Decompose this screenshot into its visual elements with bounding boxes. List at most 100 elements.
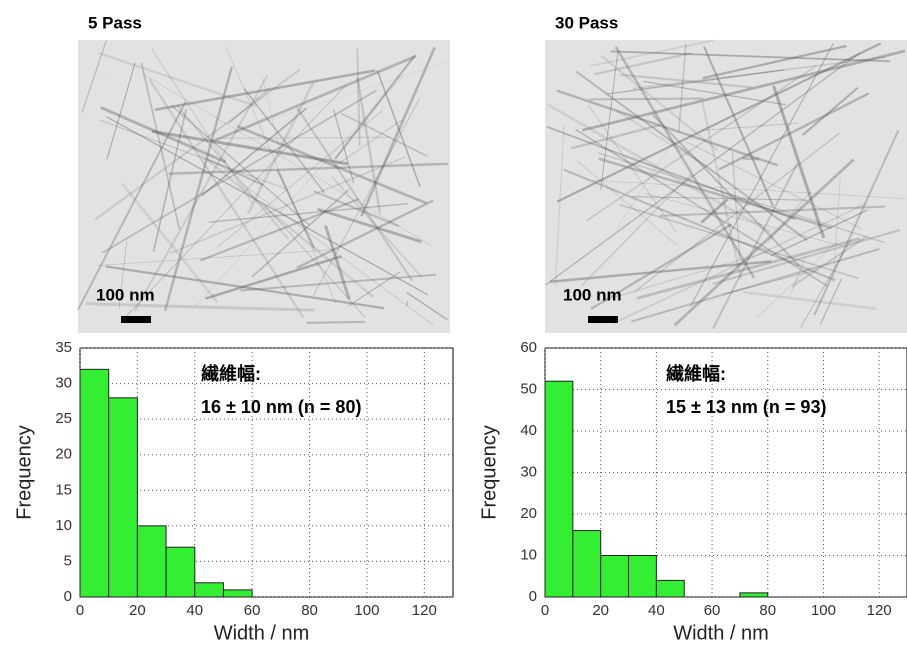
fiber bbox=[588, 97, 704, 101]
fiber bbox=[701, 101, 743, 281]
y-tick-label: 15 bbox=[55, 481, 72, 498]
fiber bbox=[77, 101, 187, 311]
y-axis-label: Frequency bbox=[478, 425, 500, 520]
bar bbox=[79, 368, 110, 598]
fiber bbox=[296, 199, 434, 269]
fiber bbox=[306, 320, 365, 324]
fiber bbox=[819, 277, 843, 325]
fiber bbox=[575, 128, 829, 287]
y-tick-label: 30 bbox=[520, 463, 537, 480]
fiber bbox=[200, 153, 375, 299]
y-tick-label: 30 bbox=[55, 375, 72, 392]
fiber bbox=[118, 241, 127, 310]
bar bbox=[572, 530, 602, 598]
fiber bbox=[312, 98, 420, 296]
fiber bbox=[598, 152, 885, 244]
fiber bbox=[251, 189, 350, 278]
fiber bbox=[586, 65, 817, 222]
fiber bbox=[800, 238, 852, 328]
fiber bbox=[106, 116, 429, 296]
bar bbox=[194, 582, 224, 598]
x-tick-label: 120 bbox=[867, 602, 892, 619]
x-tick-label: 120 bbox=[412, 602, 437, 619]
fiber bbox=[317, 207, 422, 244]
fiber bbox=[206, 158, 264, 187]
fiber bbox=[356, 47, 361, 147]
fiber bbox=[802, 86, 859, 136]
fiber bbox=[593, 52, 692, 76]
y-tick-label: 50 bbox=[520, 380, 537, 397]
panel-title: 5 Pass bbox=[88, 13, 142, 32]
fiber bbox=[645, 193, 848, 248]
fiber bbox=[333, 118, 404, 168]
y-tick-label: 0 bbox=[529, 588, 537, 605]
fiber bbox=[790, 259, 805, 294]
fiber bbox=[614, 46, 756, 279]
annotation: 繊維幅: bbox=[666, 363, 726, 384]
fiber bbox=[151, 48, 254, 205]
fiber bbox=[589, 39, 714, 68]
fiber bbox=[606, 69, 785, 95]
fiber bbox=[743, 290, 877, 310]
fiber bbox=[813, 129, 900, 316]
fiber bbox=[163, 66, 233, 312]
fiber bbox=[611, 203, 866, 325]
x-tick-label: 40 bbox=[648, 602, 665, 619]
fiber bbox=[767, 190, 812, 243]
fiber bbox=[106, 62, 136, 160]
fiber bbox=[100, 106, 227, 164]
fiber bbox=[620, 73, 752, 89]
fiber bbox=[341, 112, 428, 157]
fiber bbox=[176, 104, 290, 240]
fiber bbox=[208, 203, 409, 223]
bar bbox=[655, 579, 685, 598]
fiber bbox=[610, 50, 891, 63]
fiber bbox=[791, 235, 868, 288]
fiber bbox=[634, 132, 840, 292]
fiber bbox=[200, 198, 360, 262]
bar bbox=[739, 592, 769, 598]
fiber bbox=[587, 104, 677, 233]
fiber bbox=[216, 136, 390, 139]
fiber bbox=[643, 80, 787, 106]
y-tick-label: 60 bbox=[520, 339, 537, 356]
fiber bbox=[151, 129, 349, 166]
fiber bbox=[101, 89, 378, 254]
fiber bbox=[334, 54, 416, 160]
fiber bbox=[98, 52, 258, 108]
fiber bbox=[651, 113, 801, 267]
fiber bbox=[296, 107, 414, 282]
x-tick-label: 100 bbox=[354, 602, 379, 619]
y-tick-label: 20 bbox=[520, 505, 537, 522]
fiber bbox=[703, 46, 775, 207]
fiber bbox=[81, 40, 107, 113]
fiber bbox=[213, 54, 417, 143]
fiber bbox=[582, 49, 906, 132]
fiber bbox=[313, 190, 400, 228]
x-axis-label: Width / nm bbox=[214, 622, 310, 644]
fiber bbox=[94, 68, 301, 221]
fiber bbox=[225, 46, 337, 304]
fiber bbox=[731, 152, 741, 261]
micrograph bbox=[78, 40, 450, 333]
fiber bbox=[554, 123, 565, 287]
bar bbox=[628, 555, 657, 598]
fiber bbox=[633, 56, 886, 90]
x-tick-label: 20 bbox=[592, 602, 609, 619]
fiber bbox=[236, 125, 428, 205]
fiber bbox=[590, 223, 733, 310]
x-tick-label: 60 bbox=[244, 602, 261, 619]
fiber bbox=[718, 92, 870, 171]
fiber bbox=[598, 157, 832, 230]
fiber bbox=[152, 108, 187, 252]
fiber bbox=[571, 123, 661, 150]
y-tick-label: 10 bbox=[520, 546, 537, 563]
fiber bbox=[228, 87, 271, 124]
y-tick-label: 25 bbox=[55, 410, 72, 427]
fiber bbox=[600, 54, 719, 151]
fiber bbox=[832, 176, 841, 283]
fiber bbox=[217, 110, 383, 248]
fiber bbox=[631, 248, 880, 323]
fiber bbox=[770, 209, 868, 257]
